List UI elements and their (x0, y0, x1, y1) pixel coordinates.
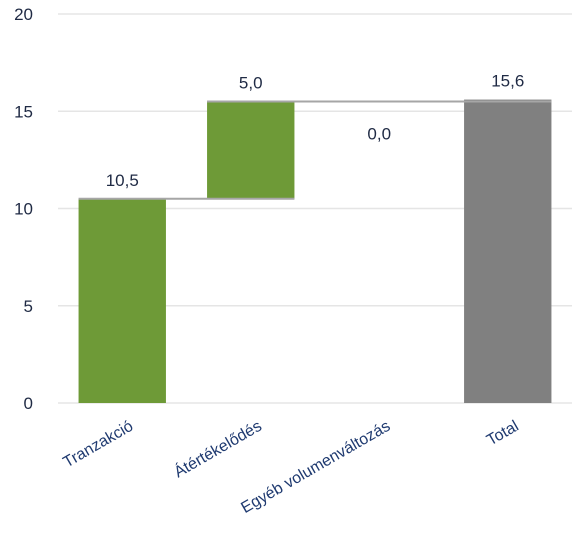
y-tick-label: 20 (14, 5, 33, 24)
category-label: Tranzakció (60, 418, 136, 472)
y-tick-label: 0 (24, 394, 33, 413)
data-label: 0,0 (367, 125, 391, 144)
data-labels: 10,5 5,0 0,0 15,6 (106, 72, 525, 190)
bar-4 (464, 99, 552, 403)
y-tick-label: 15 (14, 102, 33, 121)
data-label: 10,5 (106, 171, 139, 190)
bar-1 (78, 198, 166, 403)
connector-lines (78, 100, 552, 200)
bar-2 (207, 101, 295, 199)
data-label: 15,6 (491, 72, 524, 91)
y-axis-tick-labels: 0 5 10 15 20 (14, 5, 33, 413)
y-tick-label: 10 (14, 200, 33, 219)
y-tick-label: 5 (24, 297, 33, 316)
category-label: Total (484, 418, 522, 450)
data-label: 5,0 (239, 74, 263, 93)
category-label: Átértékelődés (171, 416, 265, 481)
bars (78, 99, 552, 403)
